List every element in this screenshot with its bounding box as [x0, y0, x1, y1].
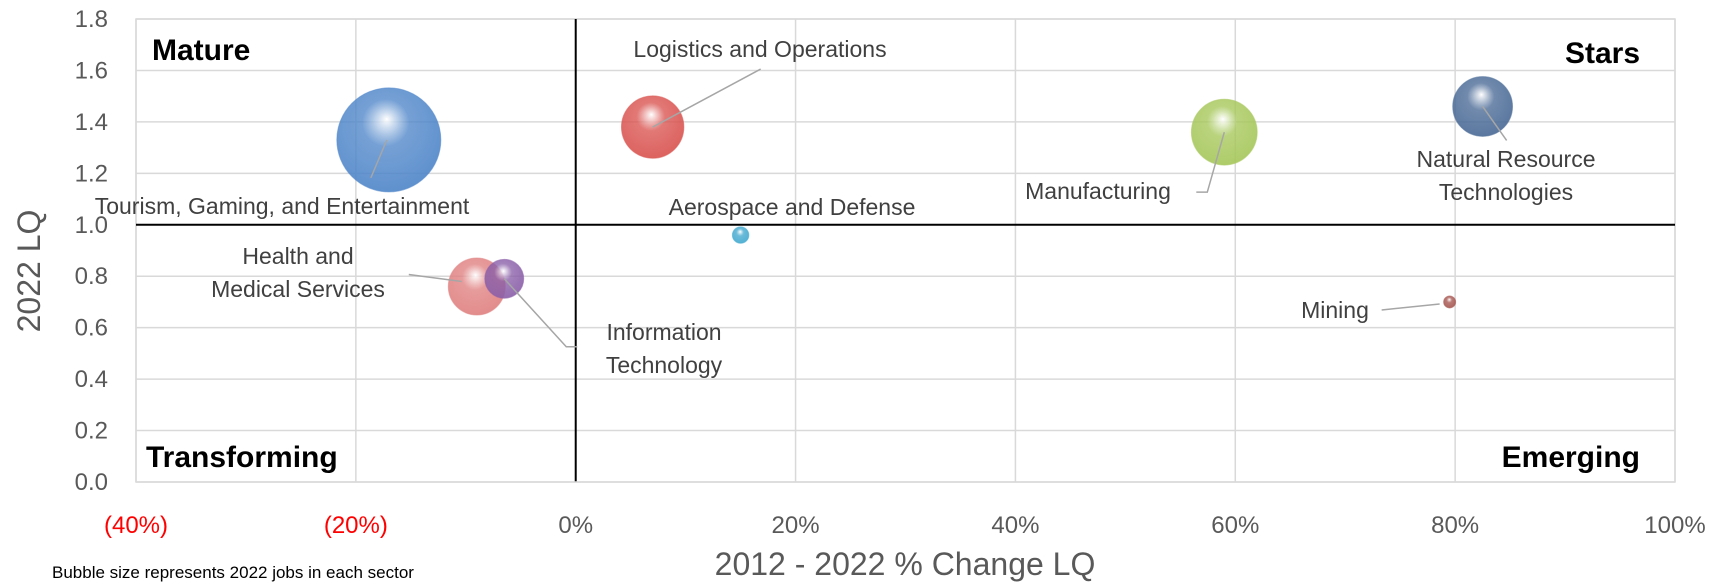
bubble-label: Tourism, Gaming, and Entertainment	[95, 193, 470, 219]
bubble-label: Aerospace and Defense	[669, 194, 916, 220]
bubble-label: Mining	[1301, 297, 1369, 323]
bubble-tourism-gaming-and-entertainment	[336, 87, 442, 193]
bubble-label: Natural Resource Technologies	[1417, 146, 1596, 205]
y-tick-label: 0.2	[75, 418, 108, 445]
gridlines	[135, 18, 1676, 483]
bubble-information-technology	[484, 258, 525, 299]
y-tick-label: 0.6	[75, 315, 108, 342]
leader-line	[1196, 131, 1226, 193]
plot-frame	[135, 18, 1676, 483]
y-tick-label: 1.4	[75, 109, 108, 136]
leader-line	[370, 139, 388, 179]
bubble-label: Logistics and Operations	[633, 36, 886, 62]
bubble-label: Information Technology	[606, 319, 723, 378]
tick-labels: (40%) (20%) 0% 20% 40% 60% 80% 100% 0.0 0.2 0.4 0.6…	[75, 6, 1706, 539]
leader-line	[1482, 106, 1508, 141]
x-tick-label: (20%)	[324, 512, 388, 539]
x-axis-title: 2012 - 2022 % Change LQ	[715, 546, 1096, 582]
y-axis-title: 2022 LQ	[11, 210, 47, 333]
bubble-size-note: Bubble size represents 2022 jobs in each…	[52, 563, 414, 582]
bubble-mining	[1443, 295, 1457, 309]
x-tick-label: 80%	[1431, 512, 1479, 539]
y-tick-label: 0.8	[75, 263, 108, 290]
quadrant-label-mature: Mature	[152, 34, 250, 67]
quadrant-label-emerging: Emerging	[1502, 441, 1640, 474]
y-tick-label: 1.8	[75, 6, 108, 33]
x-tick-label: 20%	[772, 512, 820, 539]
x-tick-label: 40%	[991, 512, 1039, 539]
x-tick-label: 0%	[558, 512, 593, 539]
bubble-label: Manufacturing	[1025, 178, 1171, 204]
x-tick-label: (40%)	[104, 512, 168, 539]
bubble-aerospace-and-defense	[731, 226, 750, 244]
bubbles	[336, 76, 1513, 316]
leader-line	[408, 273, 462, 283]
leader-line	[652, 68, 762, 128]
leader-line	[1381, 303, 1440, 311]
leader-lines	[370, 68, 1508, 348]
bubble-label: Health and Medical Services	[211, 243, 385, 302]
leader-line	[503, 278, 578, 348]
y-tick-label: 1.0	[75, 212, 108, 239]
y-tick-label: 1.2	[75, 160, 108, 187]
bubble-labels: Tourism, Gaming, and Entertainment Logist…	[95, 36, 1596, 378]
y-tick-label: 0.0	[75, 469, 108, 496]
quadrant-label-transforming: Transforming	[146, 441, 338, 474]
x-tick-label: 100%	[1644, 512, 1705, 539]
axes	[136, 19, 1675, 483]
x-tick-label: 60%	[1211, 512, 1259, 539]
y-tick-label: 1.6	[75, 57, 108, 84]
y-tick-label: 0.4	[75, 366, 108, 393]
quadrant-label-stars: Stars	[1565, 37, 1640, 70]
